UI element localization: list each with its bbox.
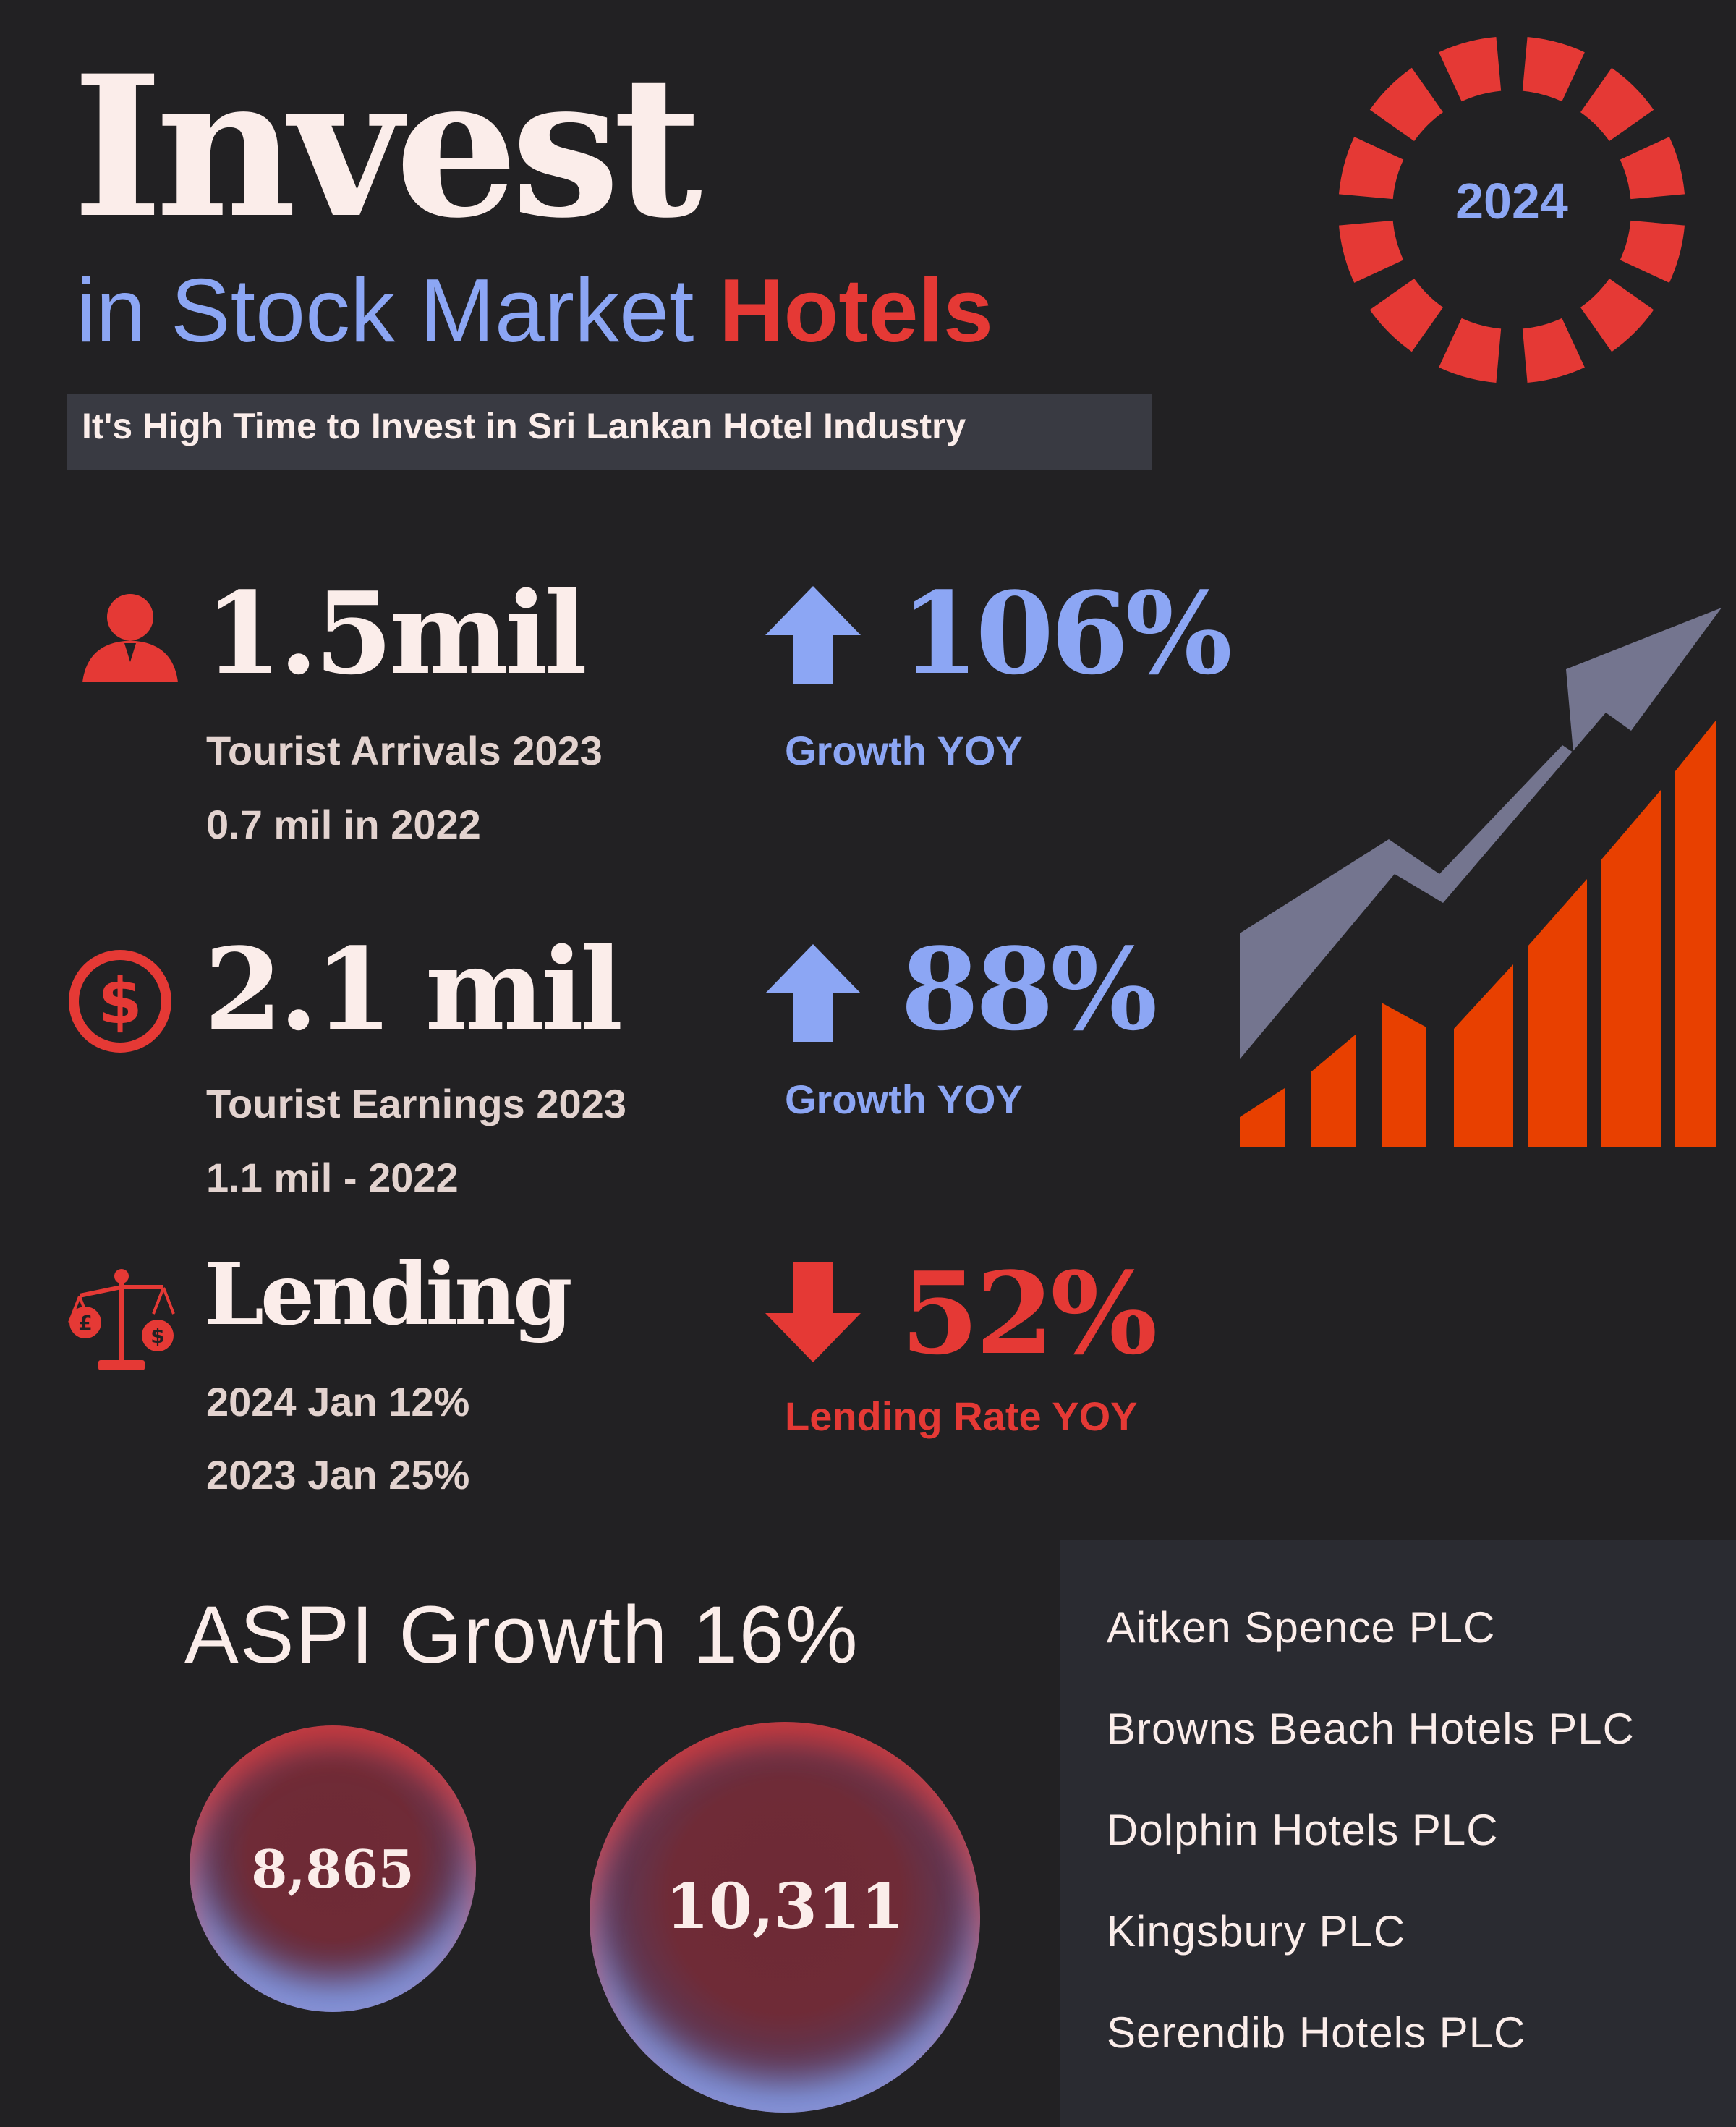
aspi-prev-value: 8,865 — [251, 1838, 414, 1900]
company-item: Kingsbury PLC — [1107, 1907, 1406, 1956]
tagline-banner — [67, 394, 1152, 470]
ring-segment — [1338, 137, 1404, 200]
page-title: Invest — [72, 33, 702, 261]
lending-change-label: Lending Rate YOY — [785, 1393, 1138, 1439]
arrow-down-icon — [765, 1262, 861, 1362]
ring-segment — [1439, 36, 1502, 102]
ring-segment — [1620, 220, 1685, 283]
year-badge-ring-icon — [1338, 36, 1685, 383]
svg-text:£: £ — [78, 1311, 92, 1335]
earnings-growth-label: Growth YOY — [785, 1077, 1023, 1122]
tagline-text: It's High Time to Invest in Sri Lankan H… — [82, 406, 966, 446]
lending-heading: Lending — [204, 1244, 572, 1344]
svg-text:$: $ — [150, 1324, 164, 1348]
ring-segment — [1439, 318, 1502, 383]
person-icon — [82, 594, 178, 682]
aspi-bubble-prev: 8,865 — [190, 1725, 476, 2012]
year-badge-label: 2024 — [1455, 173, 1568, 229]
company-item: Dolphin Hotels PLC — [1107, 1806, 1499, 1854]
aspi-current-value: 10,311 — [665, 1869, 904, 1943]
tourist-arrivals-value: 1.5mil — [204, 567, 587, 700]
svg-text:$: $ — [98, 964, 142, 1038]
ring-segment — [1522, 36, 1585, 102]
subtitle-prefix: in Stock Market — [76, 261, 694, 361]
tourist-earnings-value: 2.1 mil — [204, 923, 623, 1056]
ring-segment — [1580, 67, 1654, 141]
companies-panel — [1060, 1540, 1736, 2127]
aspi-bubble-current: 10,311 — [590, 1722, 980, 2113]
aspi-growth-title: ASPI Growth 16% — [184, 1589, 859, 1680]
tourist-arrivals-label: Tourist Arrivals 2023 — [206, 728, 603, 773]
tourist-earnings-label: Tourist Earnings 2023 — [206, 1081, 626, 1126]
arrivals-growth-label: Growth YOY — [785, 728, 1023, 773]
earnings-growth-value: 88% — [901, 923, 1157, 1056]
page-subtitle: in Stock Market Hotels — [76, 262, 993, 360]
dollar-circle-icon: $ — [69, 950, 171, 1053]
balance-scale-icon: £ $ — [68, 1269, 175, 1370]
arrow-up-icon — [765, 944, 861, 1042]
arrivals-growth-value: 106% — [901, 567, 1233, 700]
subtitle-highlight: Hotels — [718, 261, 993, 361]
ring-segment — [1369, 279, 1443, 352]
lending-2024: 2024 Jan 12% — [206, 1379, 470, 1425]
company-item: Serendib Hotels PLC — [1107, 2008, 1526, 2057]
ring-segment — [1620, 137, 1685, 200]
tourist-earnings-prev: 1.1 mil - 2022 — [206, 1155, 459, 1200]
company-item: Aitken Spence PLC — [1107, 1603, 1496, 1652]
ring-segment — [1522, 318, 1585, 383]
tourist-arrivals-prev: 0.7 mil in 2022 — [206, 802, 481, 847]
company-item: Browns Beach Hotels PLC — [1107, 1704, 1635, 1753]
lending-change-value: 52% — [901, 1247, 1157, 1380]
growth-chart-icon — [1240, 608, 1722, 1147]
ring-segment — [1338, 220, 1404, 283]
lending-2023: 2023 Jan 25% — [206, 1452, 470, 1498]
ring-segment — [1580, 279, 1654, 352]
ring-segment — [1369, 67, 1443, 141]
arrow-up-icon — [765, 586, 861, 684]
